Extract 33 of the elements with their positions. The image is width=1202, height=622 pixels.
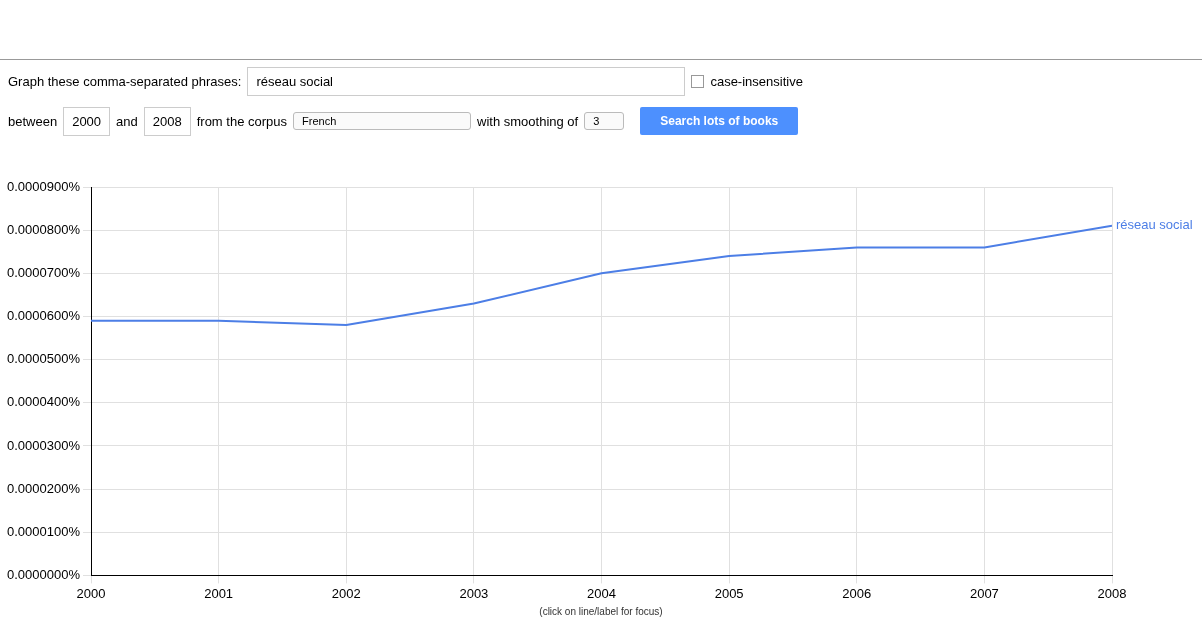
text: (click on line/label for focus) [538,606,664,617]
x-tick-label: 2005 [714,585,744,601]
text: from the corpus [196,113,288,129]
x-tick-label: 2007 [969,585,999,601]
text: and [116,113,138,129]
series-label: réseau social [1116,217,1193,233]
x-tick-label: 2001 [204,585,234,601]
y-tick-label: 0.0000000% [7,566,81,582]
x-tick-label: 2008 [1097,585,1127,601]
y-tick-label: 0.0000400% [7,394,81,410]
text: 2000 [63,106,111,136]
y-tick-label: 0.0000600% [7,308,81,324]
y-tick-label: 0.0000700% [7,264,81,280]
text: Search lots of books [640,107,799,135]
y-tick-label: 0.0000100% [7,523,81,539]
y-tick-label: 0.0000200% [7,480,81,496]
x-tick-label: 2004 [587,585,616,601]
y-tick-label: 0.0000300% [7,437,81,453]
x-tick-label: 2002 [331,585,361,601]
text: French [293,112,472,130]
x-tick-label: 2006 [842,585,872,601]
text: 2008 [143,106,191,136]
x-tick-label: 2000 [76,585,106,601]
text: between [8,113,58,129]
text: réseau social [247,66,686,96]
text: with smoothing of [477,113,579,129]
text: 3 [584,112,625,130]
x-tick-label: 2003 [459,585,489,601]
y-tick-label: 0.0000500% [7,351,81,367]
y-tick-label: 0.0000800% [7,221,81,237]
text: Graph these comma-separated phrases: [8,73,242,89]
text: case-insensitive [710,73,803,89]
y-tick-label: 0.0000900% [7,178,81,194]
